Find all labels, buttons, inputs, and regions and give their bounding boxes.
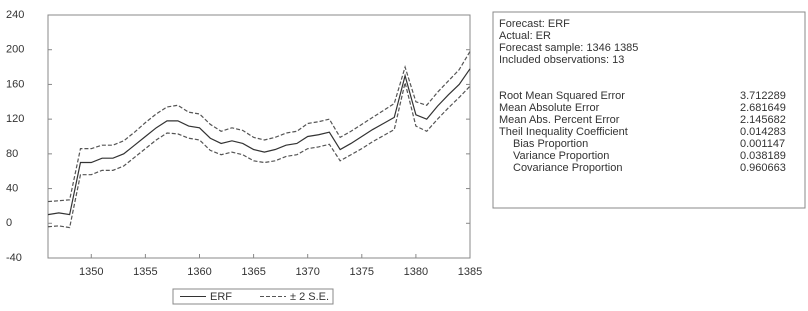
x-tick-label: 1355 [133, 266, 157, 278]
y-tick-label: 200 [6, 44, 24, 56]
stats-value: 0.960663 [740, 162, 786, 174]
stats-value: 0.001147 [740, 138, 785, 150]
plot-frame [48, 15, 470, 258]
stats-header: Actual: ER [499, 30, 551, 42]
y-tick-label: 0 [6, 217, 12, 229]
x-tick-label: 1385 [458, 266, 482, 278]
stats-label: Bias Proportion [513, 138, 588, 150]
stats-label: Theil Inequality Coefficient [499, 126, 628, 138]
stats-header: Forecast: ERF [499, 18, 570, 30]
stats-header: Forecast sample: 1346 1385 [499, 42, 638, 54]
x-tick-label: 1370 [295, 266, 319, 278]
stats-label: Variance Proportion [513, 150, 609, 162]
stats-value: 3.712289 [740, 90, 786, 102]
stats-value: 2.681649 [740, 102, 786, 114]
stats-label: Root Mean Squared Error [499, 90, 625, 102]
x-tick-label: 1380 [404, 266, 428, 278]
legend-label: ERF [210, 291, 232, 303]
stats-value: 0.014283 [740, 126, 786, 138]
y-tick-label: 240 [6, 9, 24, 21]
y-tick-label: 80 [6, 148, 18, 160]
x-tick-label: 1375 [350, 266, 374, 278]
x-tick-label: 1350 [79, 266, 103, 278]
legend-label: ± 2 S.E. [290, 291, 329, 303]
screen: -40 0 40 80 120 160 200 240 1350 1355 1360 1365 1370… [0, 0, 808, 311]
stats-value: 2.145682 [740, 114, 786, 126]
stats-header: Included observations: 13 [499, 54, 624, 66]
y-tick-label: -40 [6, 252, 22, 264]
stats-label: Covariance Proportion [513, 162, 622, 174]
stats-label: Mean Abs. Percent Error [499, 114, 620, 126]
x-tick-label: 1360 [187, 266, 211, 278]
y-tick-label: 40 [6, 182, 18, 194]
x-tick-label: 1365 [241, 266, 265, 278]
y-tick-label: 120 [6, 113, 24, 125]
y-tick-label: 160 [6, 78, 24, 90]
stats-label: Mean Absolute Error [499, 102, 600, 114]
stats-value: 0.038189 [740, 150, 786, 162]
page: -40 0 40 80 120 160 200 240 1350 1355 1360 1365 1370… [0, 0, 808, 311]
